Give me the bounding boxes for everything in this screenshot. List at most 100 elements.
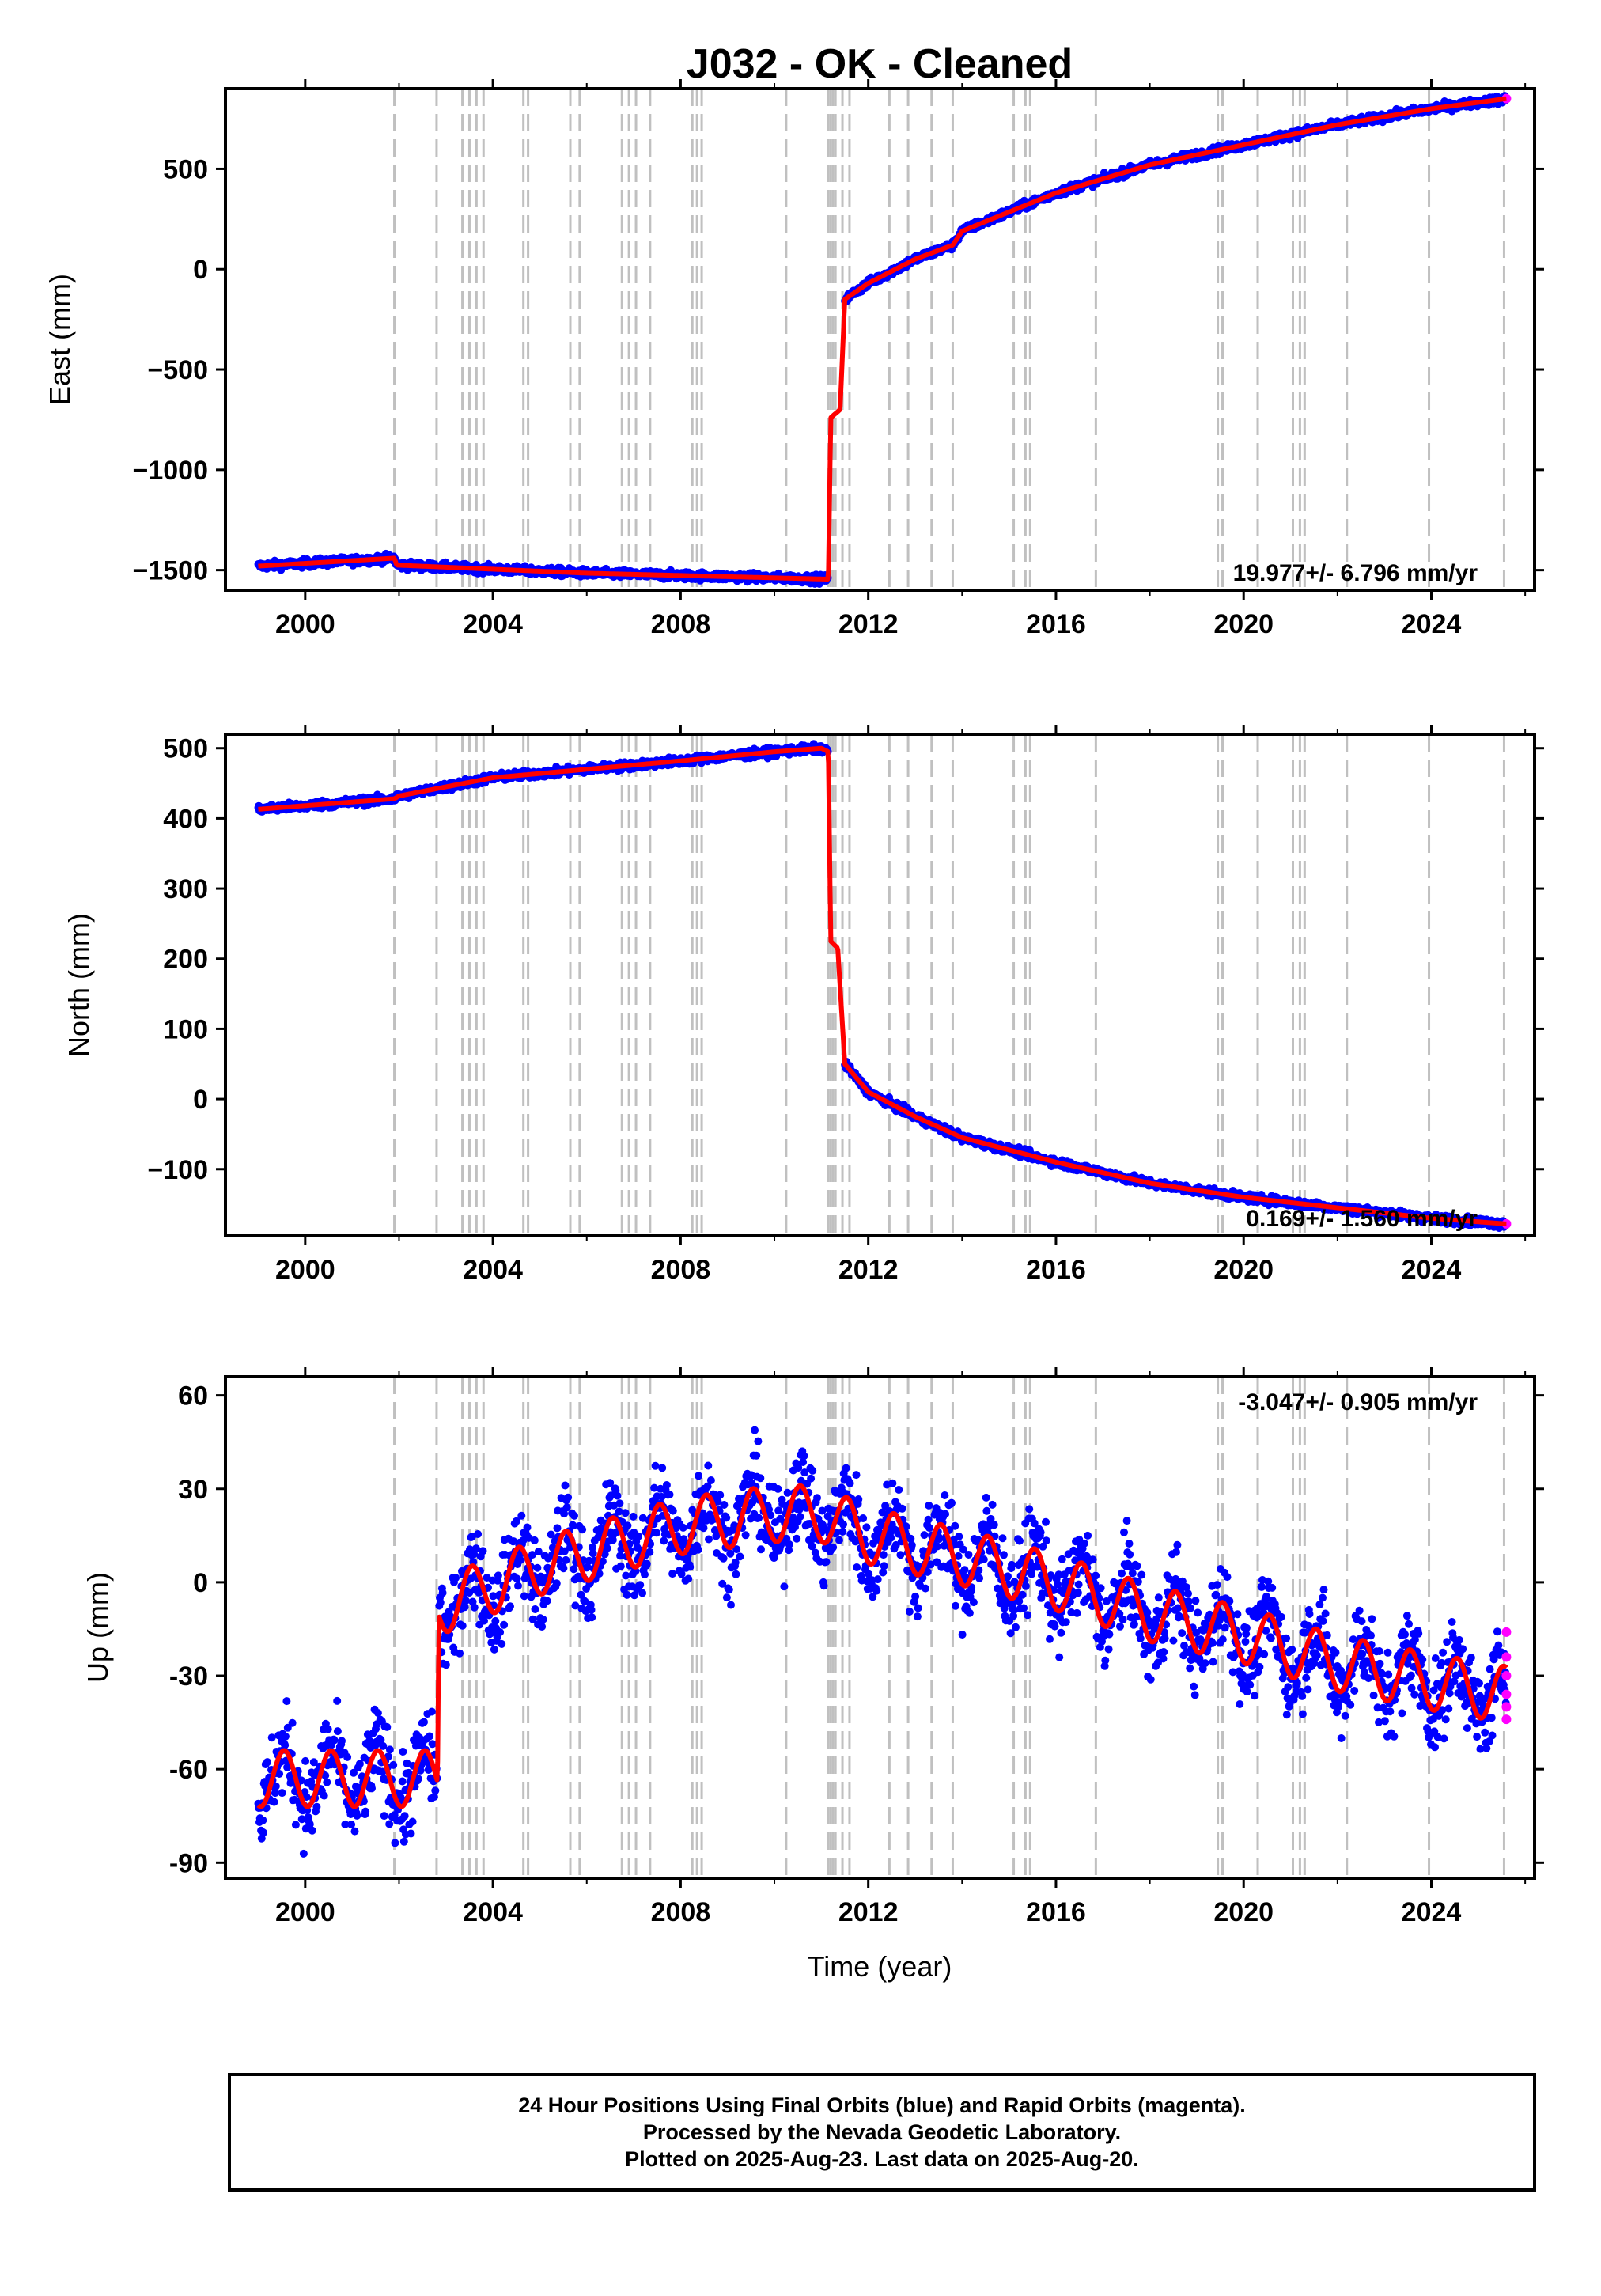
up-final-point (333, 1696, 342, 1705)
x-tick-label: 2012 (838, 609, 899, 639)
up-final-point (438, 1589, 447, 1597)
up-final-point (338, 1737, 346, 1745)
north-rate-label: 0.169+/- 1.560 mm/yr (1246, 1206, 1478, 1232)
up-final-point (361, 1807, 370, 1816)
y-tick-label: 0 (193, 1085, 208, 1115)
up-final-point (462, 1597, 470, 1605)
y-tick-label: 400 (163, 804, 208, 834)
up-final-point (436, 1598, 445, 1607)
up-final-point (452, 1574, 460, 1582)
up-final-point (471, 1544, 480, 1553)
x-tick-label: 2000 (275, 1255, 335, 1285)
x-tick-label: 2020 (1213, 1255, 1274, 1285)
y-tick-label: 100 (163, 1014, 208, 1044)
up-final-point (263, 1758, 271, 1767)
up-final-point (281, 1741, 290, 1749)
up-final-point (270, 1798, 278, 1806)
x-tick-label: 2024 (1402, 1255, 1462, 1285)
x-tick-label: 2020 (1213, 609, 1274, 639)
up-final-point (330, 1736, 339, 1745)
up-final-point (259, 1828, 267, 1837)
up-final-point (343, 1752, 352, 1761)
east-model-line (256, 96, 1508, 582)
event-lines (393, 89, 1505, 590)
up-final-point (259, 1816, 267, 1824)
x-tick-label: 2008 (651, 609, 711, 639)
up-final-point (431, 1786, 440, 1795)
up-final-point (353, 1811, 361, 1820)
up-final-point (456, 1649, 464, 1658)
x-tick-label: 2016 (1026, 609, 1086, 639)
north-y-axis-label: North (mm) (62, 913, 95, 1057)
up-final-point (470, 1603, 479, 1612)
up-final-point (288, 1718, 297, 1727)
up-final-point (347, 1821, 356, 1828)
east-plot-frame (224, 87, 1536, 592)
north-final-orbit-points (254, 740, 1510, 1233)
x-tick-label: 2000 (275, 609, 335, 639)
event-lines (393, 1377, 1505, 1878)
up-final-point (385, 1820, 394, 1828)
up-final-point (281, 1732, 290, 1741)
up-final-point (299, 1849, 308, 1858)
up-final-point (291, 1821, 300, 1829)
up-final-point (323, 1778, 331, 1786)
up-final-point (267, 1733, 276, 1742)
x-tick-label: 2012 (838, 1255, 899, 1285)
figure-title: J032 - OK - Cleaned (687, 41, 1073, 87)
north-model-line (256, 745, 1508, 1226)
y-tick-label: −1000 (133, 456, 209, 486)
up-final-point (458, 1621, 467, 1630)
up-final-point (398, 1777, 407, 1786)
up-panel: 2000 2004 2008 2012 2016 2020 202460300-30-60-… (81, 1367, 1544, 1927)
up-final-point (324, 1725, 332, 1733)
up-final-point (399, 1748, 407, 1756)
x-tick-label: 2004 (463, 1255, 523, 1285)
up-final-point (301, 1756, 310, 1765)
east-panel: 2000 2004 2008 2012 2016 2020 20245000−500−100… (44, 79, 1544, 639)
north-panel: 2000 2004 2008 2012 2016 2020 2024500400300200… (62, 725, 1544, 1285)
up-final-point (308, 1826, 316, 1835)
up-final-point (428, 1707, 436, 1716)
up-final-point (333, 1727, 342, 1736)
up-final-point (408, 1817, 417, 1826)
up-final-point (426, 1732, 434, 1741)
y-tick-label: 500 (163, 734, 208, 764)
up-final-point (282, 1697, 291, 1706)
event-lines (393, 734, 1505, 1236)
up-final-point (380, 1812, 388, 1821)
north-plot-frame (224, 733, 1536, 1237)
up-final-point (420, 1718, 428, 1726)
y-tick-label: −1500 (133, 556, 209, 586)
up-final-point (379, 1741, 388, 1750)
up-final-point (399, 1837, 408, 1846)
up-final-point (407, 1829, 415, 1838)
up-final-point (383, 1722, 392, 1731)
y-tick-label: 200 (163, 945, 208, 975)
x-tick-label: 2024 (1402, 609, 1462, 639)
up-final-point (389, 1760, 398, 1769)
x-tick-label: 2008 (651, 1255, 711, 1285)
y-tick-label: 0 (193, 255, 208, 285)
up-final-point (479, 1547, 487, 1555)
east-rate-label: 19.977+/- 6.796 mm/yr (1233, 560, 1478, 586)
y-tick-label: −500 (147, 355, 208, 385)
up-final-point (428, 1740, 437, 1749)
up-final-point (312, 1802, 321, 1811)
up-final-point (368, 1784, 376, 1793)
up-final-point (385, 1745, 394, 1754)
east-final-orbit-points (254, 92, 1510, 588)
y-tick-label: 300 (163, 874, 208, 904)
east-y-axis-label: East (mm) (44, 274, 76, 405)
up-final-point (350, 1827, 359, 1836)
up-final-point (278, 1789, 286, 1798)
up-final-point (320, 1791, 328, 1800)
x-tick-label: 2016 (1026, 1255, 1086, 1285)
x-tick-label: 2004 (463, 609, 523, 639)
y-tick-label: −100 (147, 1155, 208, 1185)
up-final-point (391, 1839, 399, 1847)
up-final-point (400, 1812, 409, 1821)
up-final-point (474, 1530, 483, 1538)
up-final-point (441, 1661, 450, 1669)
